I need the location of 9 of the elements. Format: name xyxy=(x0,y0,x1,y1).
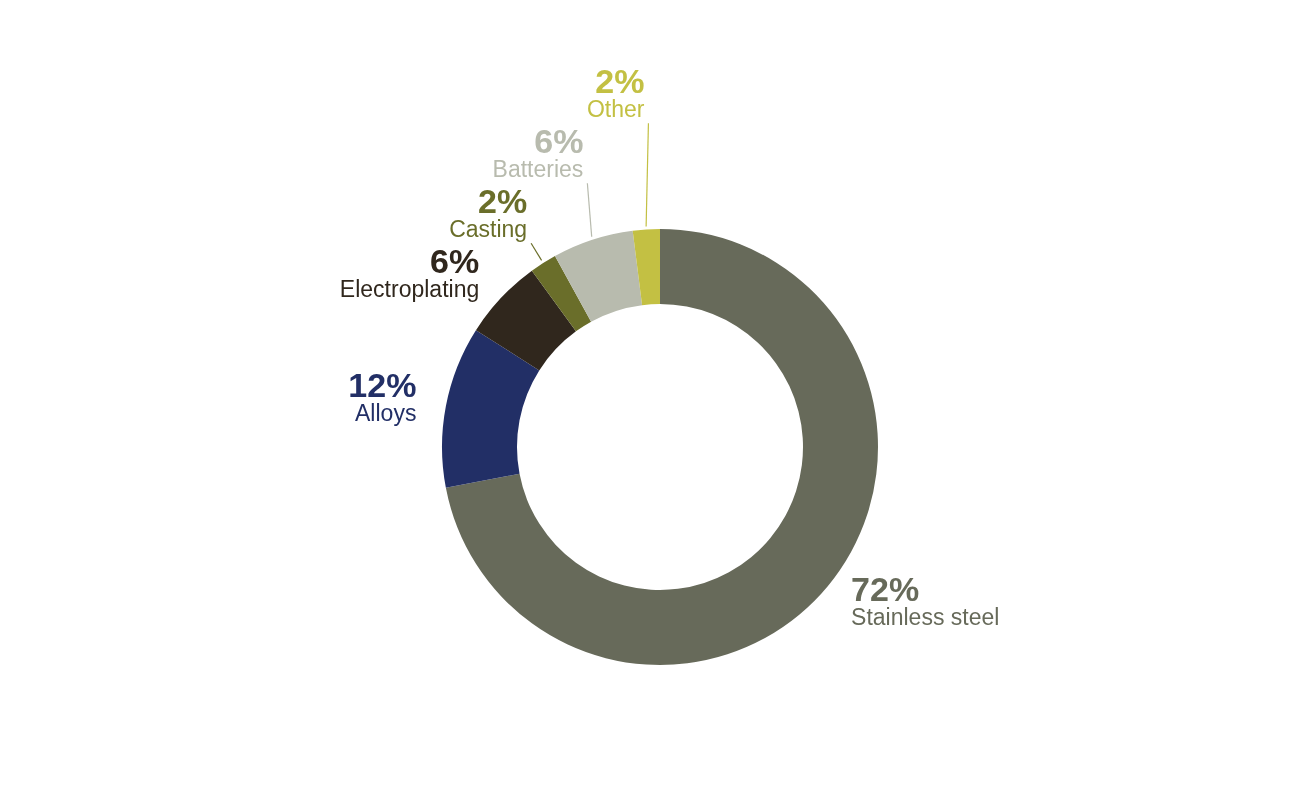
donut-slice xyxy=(442,330,540,488)
slice-label: Batteries xyxy=(492,156,584,183)
donut-slice xyxy=(531,255,592,332)
slice-label: Stainless steel xyxy=(851,604,1000,631)
donut-slice xyxy=(554,230,643,322)
slice-label: Other xyxy=(586,96,645,123)
slice-label: Electroplating xyxy=(339,276,480,303)
slice-label: Casting xyxy=(449,216,528,243)
donut-slice xyxy=(632,229,660,306)
